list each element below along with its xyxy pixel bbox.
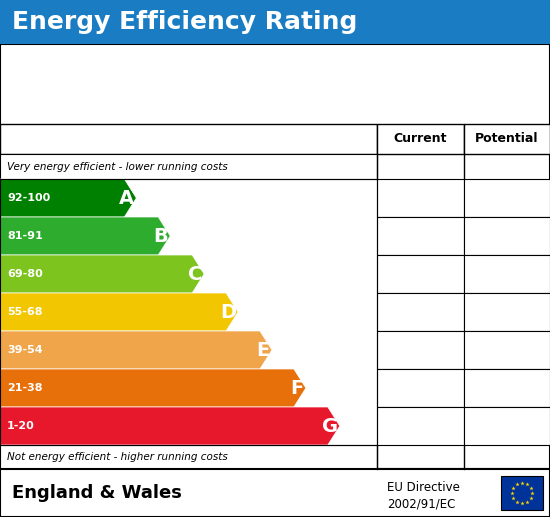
Bar bbox=[0, 0, 550, 44]
Polygon shape bbox=[0, 217, 170, 255]
Bar bbox=[377, 179, 464, 217]
Text: 81-91: 81-91 bbox=[7, 231, 43, 241]
Bar bbox=[0, 124, 377, 154]
Bar bbox=[0, 445, 377, 469]
Text: EU Directive: EU Directive bbox=[387, 481, 460, 494]
Text: 69-80: 69-80 bbox=[7, 269, 43, 279]
Text: Energy Efficiency Rating: Energy Efficiency Rating bbox=[12, 10, 358, 34]
Polygon shape bbox=[0, 179, 136, 217]
Bar bbox=[464, 255, 550, 293]
Text: G: G bbox=[322, 417, 338, 435]
Polygon shape bbox=[0, 255, 204, 293]
Text: Very energy efficient - lower running costs: Very energy efficient - lower running co… bbox=[7, 161, 228, 172]
Text: 1-20: 1-20 bbox=[7, 421, 35, 431]
Bar bbox=[0, 179, 377, 445]
Polygon shape bbox=[0, 407, 340, 445]
Bar bbox=[464, 179, 550, 217]
Text: 92-100: 92-100 bbox=[7, 193, 50, 203]
Bar bbox=[464, 407, 550, 445]
Bar bbox=[377, 407, 464, 445]
Polygon shape bbox=[0, 293, 238, 331]
Polygon shape bbox=[0, 369, 306, 407]
Text: D: D bbox=[220, 302, 236, 322]
Bar bbox=[377, 217, 464, 255]
Bar bbox=[377, 369, 464, 407]
Bar bbox=[0, 44, 550, 469]
Bar bbox=[377, 331, 464, 369]
Text: A: A bbox=[119, 189, 134, 207]
Bar bbox=[464, 293, 550, 331]
Text: 55-68: 55-68 bbox=[7, 307, 42, 317]
Bar bbox=[377, 293, 464, 331]
Text: Current: Current bbox=[393, 132, 447, 145]
Text: Potential: Potential bbox=[475, 132, 538, 145]
Text: Not energy efficient - higher running costs: Not energy efficient - higher running co… bbox=[7, 452, 228, 462]
Text: E: E bbox=[257, 341, 270, 359]
Bar bbox=[0, 154, 377, 179]
Bar bbox=[464, 124, 550, 154]
Bar bbox=[377, 255, 464, 293]
Text: B: B bbox=[153, 226, 168, 246]
Polygon shape bbox=[0, 331, 272, 369]
Bar bbox=[464, 217, 550, 255]
Text: C: C bbox=[188, 265, 202, 283]
Bar bbox=[464, 369, 550, 407]
Text: F: F bbox=[290, 378, 304, 398]
Text: 21-38: 21-38 bbox=[7, 383, 42, 393]
Bar bbox=[501, 476, 543, 510]
Text: 39-54: 39-54 bbox=[7, 345, 43, 355]
Bar bbox=[0, 469, 550, 517]
Bar bbox=[377, 124, 464, 154]
Text: England & Wales: England & Wales bbox=[12, 484, 182, 502]
Bar bbox=[464, 331, 550, 369]
Text: 2002/91/EC: 2002/91/EC bbox=[387, 497, 455, 510]
